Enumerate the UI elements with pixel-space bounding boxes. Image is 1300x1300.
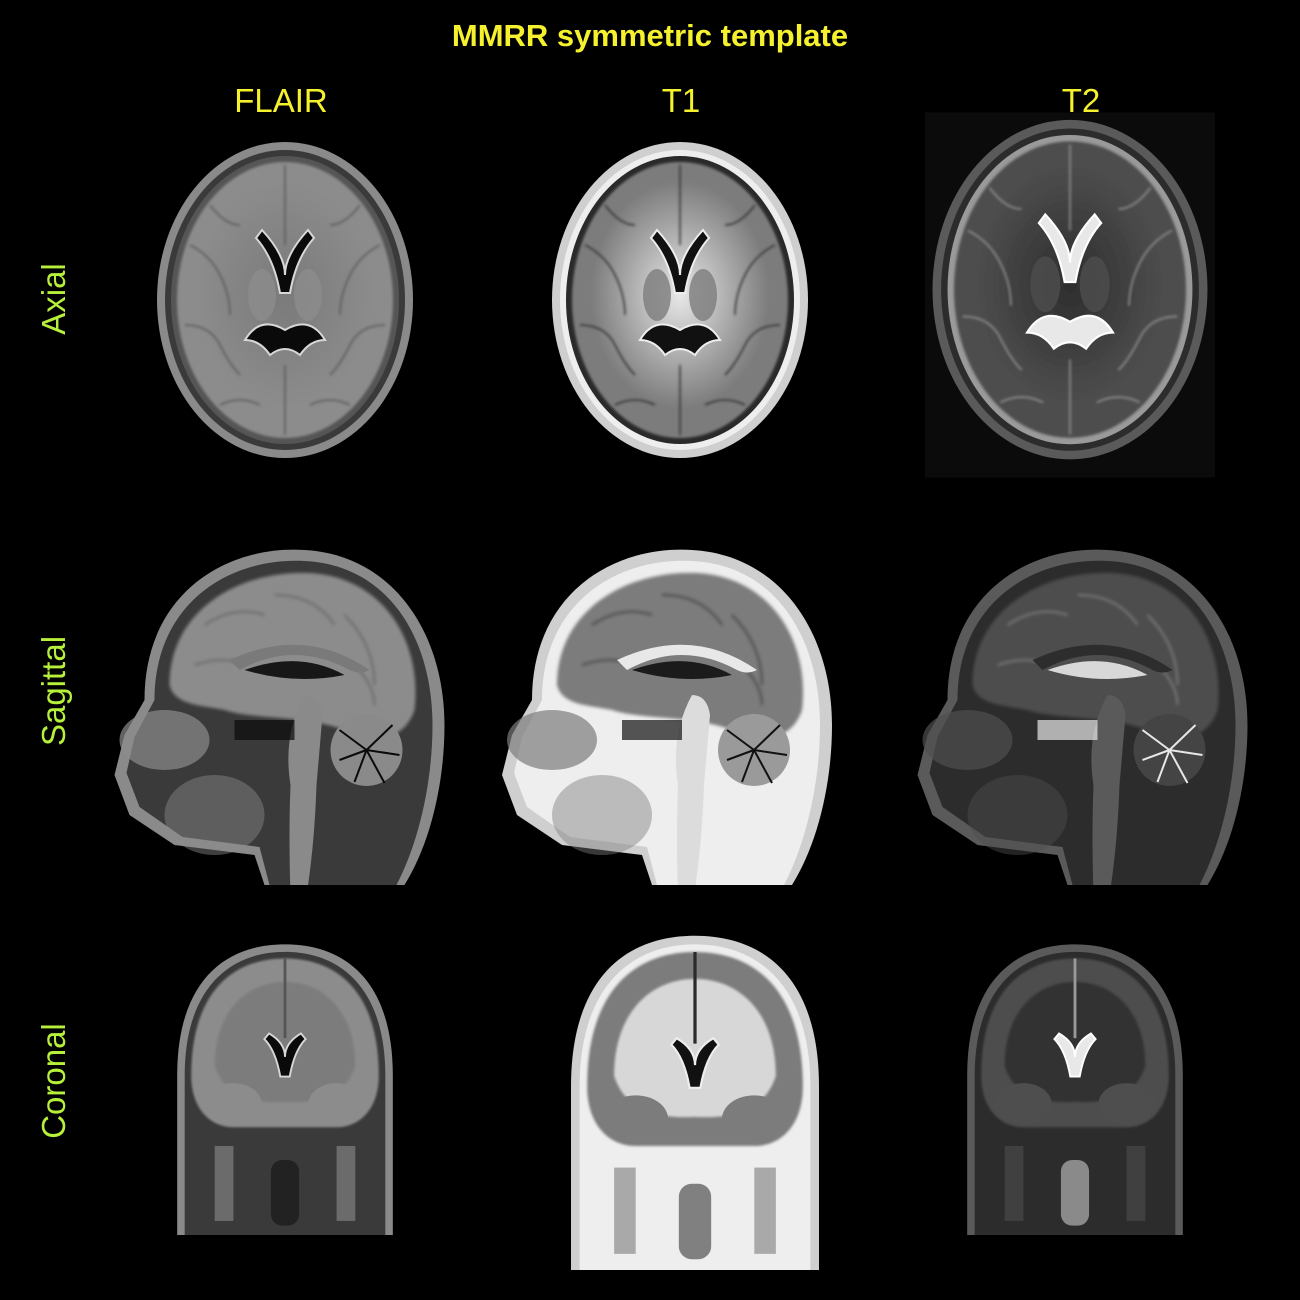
row-header-axial: Axial — [35, 263, 72, 335]
row-header-sagittal: Sagittal — [35, 635, 72, 747]
mri-coronal-t2 — [940, 935, 1210, 1235]
mri-sagittal-flair — [92, 525, 457, 885]
mri-coronal-t1 — [545, 925, 845, 1270]
mri-axial-flair — [150, 135, 420, 475]
mri-sagittal-t2 — [895, 525, 1260, 885]
column-header-flair: FLAIR — [234, 82, 328, 119]
row-header-coronal: Coronal — [35, 1023, 72, 1139]
mri-axial-t2 — [925, 100, 1215, 490]
mri-sagittal-t1 — [492, 525, 832, 885]
mri-axial-t1 — [545, 135, 815, 475]
mri-coronal-flair — [150, 935, 420, 1235]
column-header-t1: T1 — [661, 82, 701, 119]
figure-title: MMRR symmetric template — [451, 18, 849, 53]
